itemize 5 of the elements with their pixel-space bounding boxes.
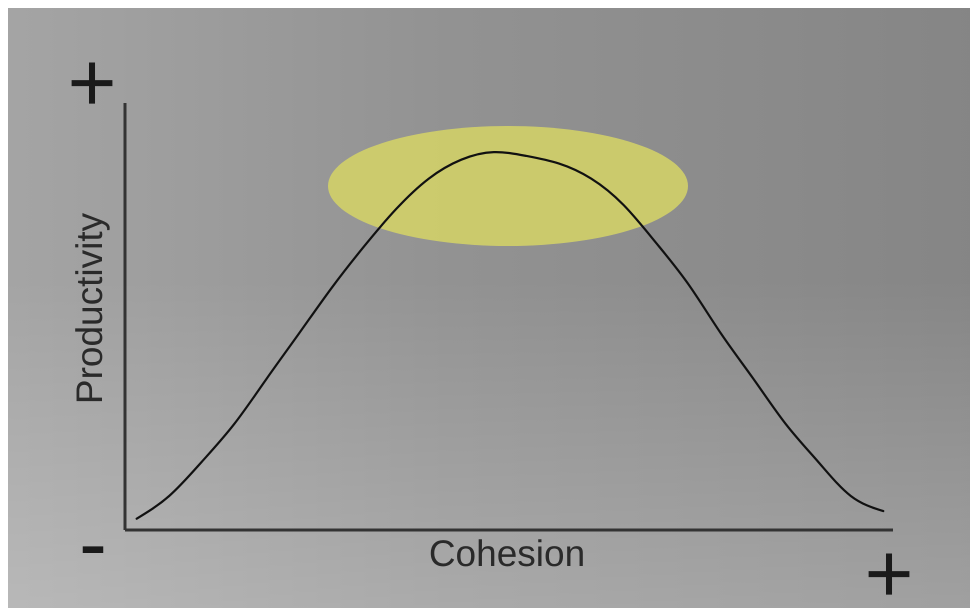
y-axis-title: Productivity: [68, 212, 110, 404]
x-axis-title: Cohesion: [428, 533, 586, 574]
text: -: [79, 496, 107, 590]
annotation: +: [864, 526, 914, 610]
text: +: [67, 35, 117, 129]
